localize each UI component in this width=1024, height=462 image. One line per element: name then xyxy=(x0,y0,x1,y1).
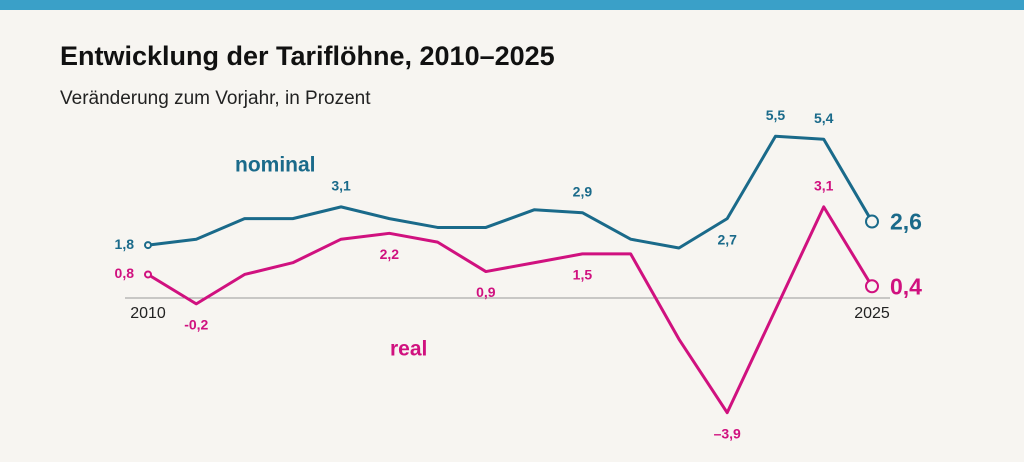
value-label: –3,9 xyxy=(714,425,741,441)
value-label: 2,9 xyxy=(573,183,593,199)
end-marker xyxy=(865,279,879,294)
value-label: 1,5 xyxy=(573,267,593,283)
series-label: nominal xyxy=(235,154,316,177)
value-label: 3,1 xyxy=(331,178,351,194)
end-marker xyxy=(144,270,152,279)
x-tick-label: 2025 xyxy=(854,305,890,322)
x-tick-label: 2010 xyxy=(130,305,166,322)
series-line xyxy=(147,205,874,415)
value-label: -0,2 xyxy=(184,317,208,333)
end-marker xyxy=(865,214,879,229)
end-marker xyxy=(144,241,152,250)
value-label: 0,9 xyxy=(476,284,496,300)
value-label: 5,5 xyxy=(766,107,786,123)
chart-title: Entwicklung der Tariflöhne, 2010–2025 xyxy=(60,41,555,71)
value-label: 2,7 xyxy=(717,231,737,247)
value-label: 1,8 xyxy=(115,236,135,252)
series-label: real xyxy=(390,338,427,361)
top-bar xyxy=(0,0,1024,10)
series-line xyxy=(147,134,874,250)
value-label: 2,2 xyxy=(380,246,400,262)
value-label: 0,4 xyxy=(890,273,922,299)
value-label: 5,4 xyxy=(814,110,834,126)
chart-subtitle: Veränderung zum Vorjahr, in Prozent xyxy=(60,88,371,109)
value-label: 3,1 xyxy=(814,178,834,194)
value-label: 2,6 xyxy=(890,209,922,235)
value-label: 0,8 xyxy=(115,265,135,281)
